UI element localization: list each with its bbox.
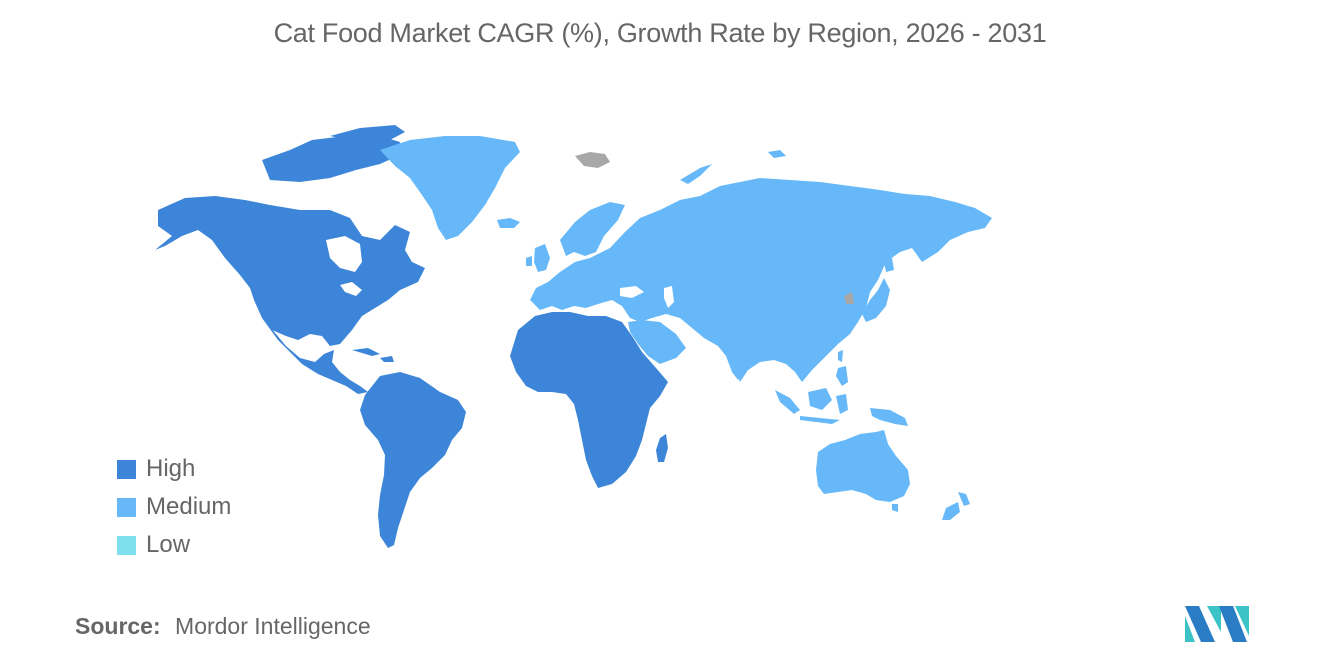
legend-swatch-medium xyxy=(117,497,136,517)
region-eurasia xyxy=(526,150,992,426)
source-label: Source: xyxy=(75,613,161,639)
chart-title: Cat Food Market CAGR (%), Growth Rate by… xyxy=(273,18,1047,48)
region-north-america xyxy=(155,125,425,394)
region-no-data xyxy=(575,152,854,304)
legend-label-low: Low xyxy=(146,531,191,558)
legend-item-low: Low xyxy=(117,526,231,564)
legend: High Medium Low xyxy=(117,450,231,564)
source-value: Mordor Intelligence xyxy=(175,613,371,639)
legend-label-high: High xyxy=(146,455,196,482)
legend-label-medium: Medium xyxy=(146,493,232,520)
region-africa xyxy=(510,312,668,488)
legend-item-high: High xyxy=(117,450,231,488)
legend-swatch-low xyxy=(117,535,136,555)
legend-swatch-high xyxy=(117,459,136,479)
region-greenland xyxy=(380,136,520,240)
legend-item-medium: Medium xyxy=(117,488,231,526)
source-note: Source: Mordor Intelligence xyxy=(75,613,371,640)
region-south-america xyxy=(360,372,466,548)
mordor-intelligence-logo-icon xyxy=(1185,606,1249,642)
region-oceania xyxy=(816,430,970,520)
